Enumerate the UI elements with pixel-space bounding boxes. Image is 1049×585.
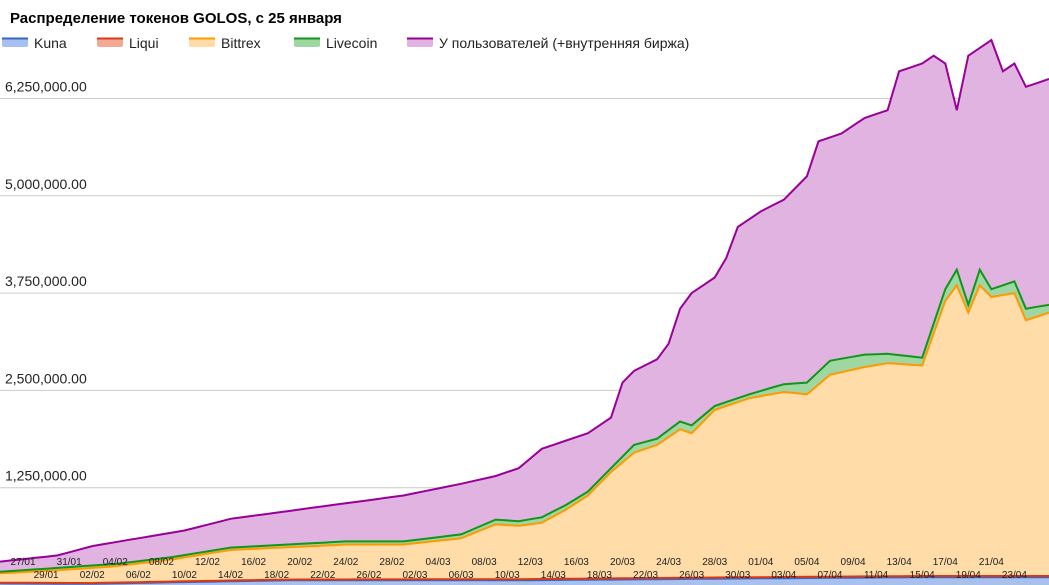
x-tick-label: 18/03 — [587, 570, 612, 581]
y-tick-label: 2,500,000.00 — [5, 370, 87, 386]
legend-item[interactable]: У пользователей (+внутренняя биржа) — [407, 35, 689, 51]
x-tick-label: 16/02 — [241, 557, 266, 568]
x-tick-label: 11/04 — [864, 570, 889, 581]
y-tick-label: 6,250,000.00 — [5, 79, 87, 95]
x-tick-label: 05/04 — [794, 557, 819, 568]
series-group — [0, 38, 1049, 585]
area-bittrex — [0, 285, 1049, 584]
x-tick-label: 16/03 — [564, 557, 589, 568]
legend-item[interactable]: Bittrex — [189, 35, 261, 51]
x-tick-label: 30/03 — [725, 570, 750, 581]
x-tick-label: 28/02 — [379, 557, 404, 568]
x-tick-label: 12/03 — [518, 557, 543, 568]
x-tick-label: 28/03 — [702, 557, 727, 568]
legend-label: Livecoin — [326, 35, 377, 51]
x-tick-label: 18/02 — [264, 570, 289, 581]
legend-item[interactable]: Liqui — [97, 35, 159, 51]
x-tick-label: 04/02 — [103, 557, 128, 568]
legend-swatch — [294, 38, 320, 47]
x-tick-label: 22/03 — [633, 570, 658, 581]
y-tick-label: 3,750,000.00 — [5, 273, 87, 289]
x-tick-label: 06/03 — [449, 570, 474, 581]
x-tick-label: 27/01 — [11, 557, 36, 568]
x-tick-label: 20/03 — [610, 557, 635, 568]
y-axis: 1,250,000.00 2,500,000.00 3,750,000.00 5,00… — [5, 79, 87, 484]
line-series-4 — [0, 38, 1049, 563]
legend-swatch — [407, 38, 433, 47]
x-tick-label: 10/02 — [172, 570, 197, 581]
legend-swatch — [97, 38, 123, 47]
legend-label: Bittrex — [221, 35, 261, 51]
x-axis: 27/01 31/01 04/02 08/02 12/02 16/02 20/02 24/02… — [11, 557, 1028, 581]
line-livecoin — [0, 267, 1049, 573]
legend: Kuna Liqui Bittrex Livecoin У пользователей … — [2, 35, 689, 51]
x-tick-label: 13/04 — [887, 557, 912, 568]
x-tick-label: 21/04 — [979, 557, 1004, 568]
legend-item[interactable]: Kuna — [2, 35, 67, 51]
x-tick-label: 10/03 — [495, 570, 520, 581]
area-series-4 — [0, 40, 1049, 572]
x-tick-label: 24/03 — [656, 557, 681, 568]
line-liqui — [0, 575, 1049, 585]
legend-item[interactable]: Livecoin — [294, 35, 377, 51]
x-tick-label: 23/04 — [1002, 570, 1027, 581]
area-livecoin — [0, 269, 1049, 574]
legend-label: Kuna — [34, 35, 67, 51]
legend-swatch — [189, 38, 215, 47]
x-tick-label: 04/03 — [426, 557, 451, 568]
x-tick-label: 01/04 — [748, 557, 773, 568]
x-tick-label: 07/04 — [817, 570, 842, 581]
x-tick-label: 26/02 — [356, 570, 381, 581]
x-tick-label: 03/04 — [771, 570, 796, 581]
x-tick-label: 08/02 — [149, 557, 174, 568]
x-tick-label: 24/02 — [333, 557, 358, 568]
x-tick-label: 31/01 — [57, 557, 82, 568]
x-tick-label: 19/04 — [956, 570, 981, 581]
x-tick-label: 12/02 — [195, 557, 220, 568]
x-tick-label: 29/01 — [34, 570, 59, 581]
legend-label: Liqui — [129, 35, 159, 51]
chart-title: Распределение токенов GOLOS, с 25 января — [10, 10, 342, 27]
legend-swatch — [2, 38, 28, 47]
x-tick-label: 09/04 — [841, 557, 866, 568]
y-tick-label: 1,250,000.00 — [5, 468, 87, 484]
x-tick-label: 22/02 — [310, 570, 335, 581]
x-tick-label: 14/03 — [541, 570, 566, 581]
x-tick-label: 17/04 — [933, 557, 958, 568]
x-tick-label: 02/03 — [402, 570, 427, 581]
x-tick-label: 02/02 — [80, 570, 105, 581]
x-tick-label: 06/02 — [126, 570, 151, 581]
x-tick-label: 08/03 — [472, 557, 497, 568]
y-tick-label: 5,000,000.00 — [5, 176, 87, 192]
legend-label: У пользователей (+внутренняя биржа) — [439, 35, 689, 51]
x-tick-label: 14/02 — [218, 570, 243, 581]
x-tick-label: 15/04 — [910, 570, 935, 581]
line-bittrex — [0, 283, 1049, 575]
x-tick-label: 26/03 — [679, 570, 704, 581]
x-tick-label: 20/02 — [287, 557, 312, 568]
